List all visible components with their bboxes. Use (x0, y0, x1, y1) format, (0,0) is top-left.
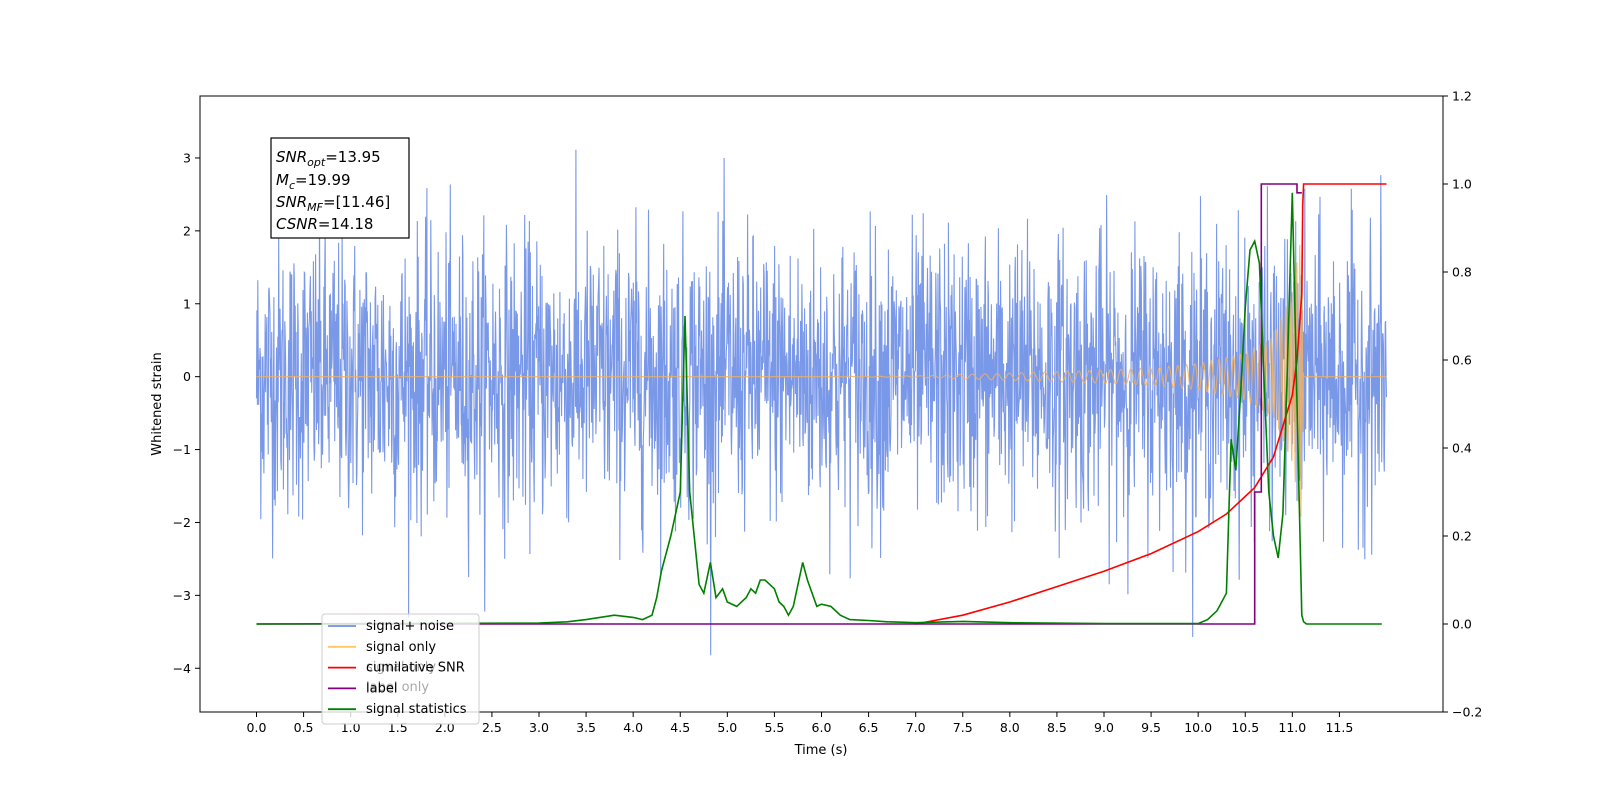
y-right-tick-label: 0.0 (1452, 617, 1472, 632)
y-right-tick-label: 0.4 (1452, 441, 1472, 456)
x-tick-label: 11.0 (1278, 720, 1306, 735)
x-tick-label: 5.0 (717, 720, 737, 735)
y-right-tick-label: 1.0 (1452, 177, 1472, 192)
y-left-tick-label: 2 (183, 223, 191, 238)
annotation-line-csnr: CSNR=14.18 (276, 215, 373, 233)
legend-entry: label (328, 681, 397, 696)
annotation-box: SNRopt=13.95 Mc=19.99 SNRMF=[11.46] CSNR… (270, 137, 410, 239)
legend-label: label (366, 681, 397, 696)
y-right-tick-label: 0.2 (1452, 529, 1472, 544)
legend-label: signal only (366, 640, 436, 655)
x-tick-label: 6.0 (812, 720, 832, 735)
legend-entry: signal statistics (328, 702, 467, 717)
annotation-line-snr-opt: SNRopt=13.95 (276, 148, 381, 169)
legend-entry: signal only (328, 640, 436, 655)
x-tick-label: 5.5 (764, 720, 784, 735)
series-signal-only-line (256, 244, 1387, 517)
x-tick-label: 8.5 (1047, 720, 1067, 735)
y-left-tick-label: 1 (183, 296, 191, 311)
y-right-tick-label: 0.6 (1452, 353, 1472, 368)
x-tick-label: 3.5 (576, 720, 596, 735)
y-right-tick-label: 0.8 (1452, 265, 1472, 280)
x-tick-label: 0.0 (247, 720, 267, 735)
y-left-tick-label: 3 (183, 150, 191, 165)
series-signal-statisticsline (256, 192, 1382, 625)
y-axis-label: Whitened strain (150, 352, 165, 455)
legend-label: cumilative SNR (366, 661, 465, 676)
series-signal-noise-line (255, 149, 1388, 656)
y-left-tick-label: 0 (183, 369, 191, 384)
y-right-tick-label: 1.2 (1452, 89, 1472, 104)
x-tick-label: 9.0 (1094, 720, 1114, 735)
x-tick-label: 11.5 (1325, 720, 1353, 735)
y-left-tick-label: −4 (173, 661, 191, 676)
series-cumilative-snrline (915, 183, 1387, 625)
x-tick-label: 4.5 (670, 720, 690, 735)
legend-entry: signal+ noise (328, 619, 454, 634)
x-tick-label: 4.0 (623, 720, 643, 735)
x-tick-label: 10.0 (1184, 720, 1212, 735)
x-tick-label: 7.0 (906, 720, 926, 735)
annotation-line-snr-mf: SNRMF=[11.46] (276, 193, 390, 214)
y-left-tick-label: −2 (173, 515, 191, 530)
annotation-line-mc: Mc=19.99 (276, 171, 351, 192)
x-tick-label: 10.5 (1231, 720, 1259, 735)
x-tick-label: 3.0 (529, 720, 549, 735)
plot-area (255, 149, 1388, 656)
y-left-tick-label: −1 (173, 442, 191, 457)
x-tick-label: 0.5 (294, 720, 314, 735)
x-tick-label: 7.5 (953, 720, 973, 735)
legend: signal only label only signal+ noise sign… (321, 613, 480, 725)
y-left-tick-label: −3 (173, 588, 191, 603)
x-tick-label: 9.5 (1141, 720, 1161, 735)
x-tick-label: 6.5 (859, 720, 879, 735)
series-labelline (256, 183, 1302, 625)
y-axis-left: −4 −3 −2 −1 0 1 2 3 (173, 150, 200, 676)
y-axis-right: −0.2 0.0 0.2 0.4 0.6 0.8 1.0 1.2 (1443, 89, 1482, 720)
x-tick-label: 8.0 (1000, 720, 1020, 735)
x-tick-label: 2.5 (482, 720, 502, 735)
legend-entry: cumilative SNR (328, 661, 465, 676)
legend-label: signal statistics (366, 702, 467, 717)
legend-hidden-text-1: signal only (366, 660, 436, 675)
legend-hidden-text-2: label only (366, 680, 429, 695)
x-axis-label: Time (s) (794, 743, 848, 758)
y-right-tick-label: −0.2 (1452, 705, 1482, 720)
legend-label: signal+ noise (366, 619, 454, 634)
